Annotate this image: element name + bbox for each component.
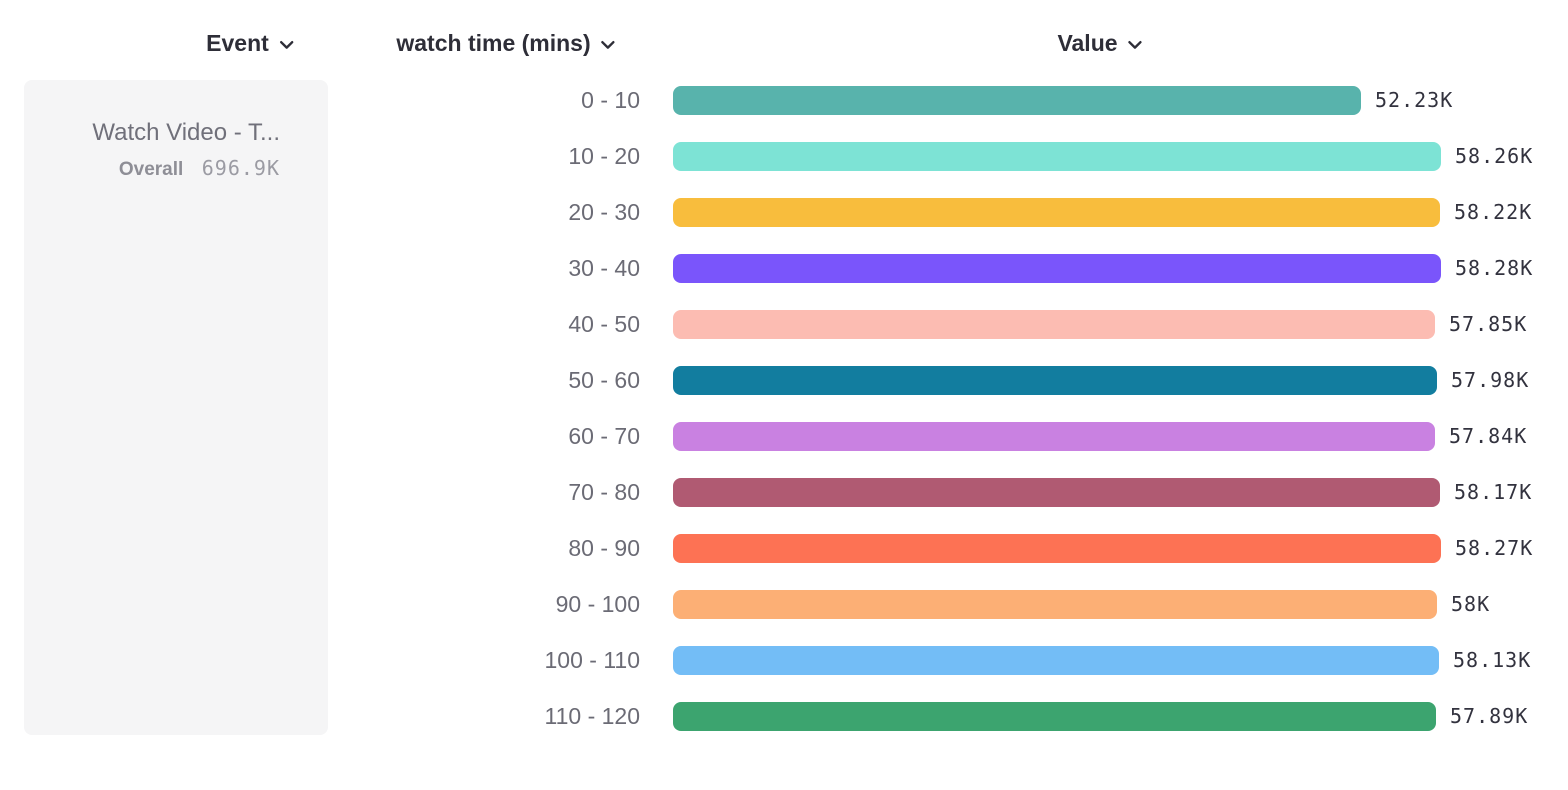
- bar-value-label: 58.28K: [1455, 256, 1534, 280]
- chart-row: 80 - 90 58.27K: [0, 520, 1568, 576]
- bar-segment[interactable]: [673, 365, 1437, 395]
- bucket-label: 40 - 50: [568, 310, 640, 337]
- chart-row: 70 - 80 58.17K: [0, 464, 1568, 520]
- bar-segment[interactable]: [673, 589, 1437, 619]
- bar-wrap: 52.23K: [673, 85, 1454, 115]
- chart-row: 0 - 10 52.23K: [0, 72, 1568, 128]
- bucket-label: 60 - 70: [568, 422, 640, 449]
- bucket-label: 10 - 20: [568, 142, 640, 169]
- bar-segment[interactable]: [673, 85, 1361, 115]
- bar-wrap: 57.98K: [673, 365, 1530, 395]
- value-column-header[interactable]: Value: [1057, 28, 1142, 58]
- bar-value-label: 52.23K: [1375, 88, 1454, 112]
- bar-wrap: 58.28K: [673, 253, 1534, 283]
- bar-segment[interactable]: [673, 421, 1435, 451]
- bucket-label: 30 - 40: [568, 254, 640, 281]
- event-column-header[interactable]: Event: [206, 28, 294, 58]
- breakdown-column-label: watch time (mins): [396, 29, 591, 56]
- chart-row: 90 - 100 58K: [0, 576, 1568, 632]
- bar-segment[interactable]: [673, 533, 1441, 563]
- bar-segment[interactable]: [673, 701, 1436, 731]
- bar-wrap: 58.13K: [673, 645, 1532, 675]
- chart-row: 110 - 120 57.89K: [0, 688, 1568, 744]
- bucket-label: 80 - 90: [568, 534, 640, 561]
- bar-wrap: 58.26K: [673, 141, 1534, 171]
- bar-wrap: 58.27K: [673, 533, 1534, 563]
- overall-value: 696.9K: [201, 156, 280, 180]
- bucket-label: 100 - 110: [544, 646, 640, 673]
- event-title: Watch Video - T...: [92, 119, 280, 146]
- chevron-down-icon: [601, 40, 615, 49]
- chevron-down-icon: [1128, 40, 1142, 49]
- bar-value-label: 57.89K: [1450, 704, 1529, 728]
- chart-row: 50 - 60 57.98K: [0, 352, 1568, 408]
- bar-value-label: 58.22K: [1454, 200, 1533, 224]
- bar-value-label: 58.17K: [1454, 480, 1533, 504]
- bucket-label: 0 - 10: [581, 86, 640, 113]
- bar-value-label: 57.98K: [1451, 368, 1530, 392]
- bar-wrap: 57.84K: [673, 421, 1528, 451]
- bucket-label: 90 - 100: [555, 590, 640, 617]
- overall-row: Overall 696.9K: [92, 156, 280, 181]
- bucket-label: 110 - 120: [544, 702, 640, 729]
- chart-row: 100 - 110 58.13K: [0, 632, 1568, 688]
- bar-segment[interactable]: [673, 645, 1439, 675]
- bar-segment[interactable]: [673, 477, 1440, 507]
- bar-segment[interactable]: [673, 197, 1440, 227]
- event-column-label: Event: [206, 29, 269, 56]
- chart-row: 30 - 40 58.28K: [0, 240, 1568, 296]
- bar-wrap: 58.17K: [673, 477, 1533, 507]
- bar-segment[interactable]: [673, 253, 1441, 283]
- event-card-content: Watch Video - T... Overall 696.9K: [92, 116, 280, 181]
- value-column-label: Value: [1057, 29, 1118, 56]
- bar-value-label: 57.84K: [1449, 424, 1528, 448]
- bar-wrap: 58.22K: [673, 197, 1533, 227]
- event-card[interactable]: Watch Video - T... Overall 696.9K: [24, 80, 328, 735]
- bar-wrap: 57.89K: [673, 701, 1529, 731]
- bar-value-label: 57.85K: [1449, 312, 1528, 336]
- chart-row: 60 - 70 57.84K: [0, 408, 1568, 464]
- bucket-label: 50 - 60: [568, 366, 640, 393]
- bar-value-label: 58.13K: [1453, 648, 1532, 672]
- breakdown-column-header[interactable]: watch time (mins): [396, 28, 615, 58]
- bar-value-label: 58K: [1451, 592, 1491, 616]
- chart-row: 10 - 20 58.26K: [0, 128, 1568, 184]
- bar-chart: 0 - 10 52.23K 10 - 20 58.26K 20 - 30 58.22K 30…: [0, 72, 1568, 744]
- bar-segment[interactable]: [673, 309, 1435, 339]
- chart-row: 20 - 30 58.22K: [0, 184, 1568, 240]
- chart-row: 40 - 50 57.85K: [0, 296, 1568, 352]
- chevron-down-icon: [279, 40, 294, 49]
- bar-wrap: 58K: [673, 589, 1491, 619]
- bar-segment[interactable]: [673, 141, 1441, 171]
- bucket-label: 20 - 30: [568, 198, 640, 225]
- bar-value-label: 58.26K: [1455, 144, 1534, 168]
- bucket-label: 70 - 80: [568, 478, 640, 505]
- bar-wrap: 57.85K: [673, 309, 1528, 339]
- overall-label: Overall: [118, 159, 184, 180]
- bar-value-label: 58.27K: [1455, 536, 1534, 560]
